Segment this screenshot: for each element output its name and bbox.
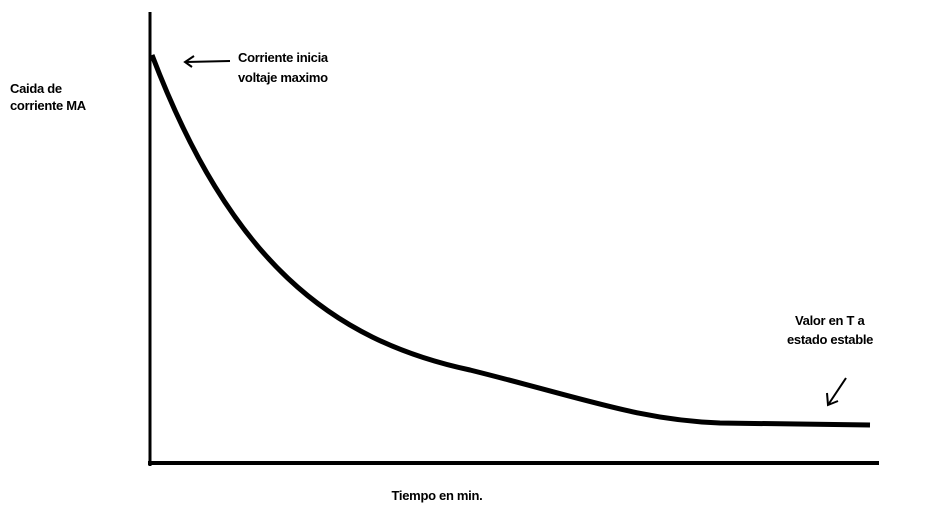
end-annotation: Valor en T a — [795, 313, 865, 328]
start-annotation: Corriente inicia — [238, 50, 329, 65]
y-axis-label: Caida de — [10, 81, 62, 96]
decay-curve — [149, 54, 871, 428]
start-annotation: voltaje maximo — [238, 70, 328, 85]
end-annotation: estado estable — [787, 332, 873, 347]
x-axis-label: Tiempo en min. — [392, 488, 483, 503]
end-arrow — [826, 377, 847, 407]
y-axis-label: corriente MA — [10, 98, 87, 113]
start-arrow — [183, 55, 231, 68]
